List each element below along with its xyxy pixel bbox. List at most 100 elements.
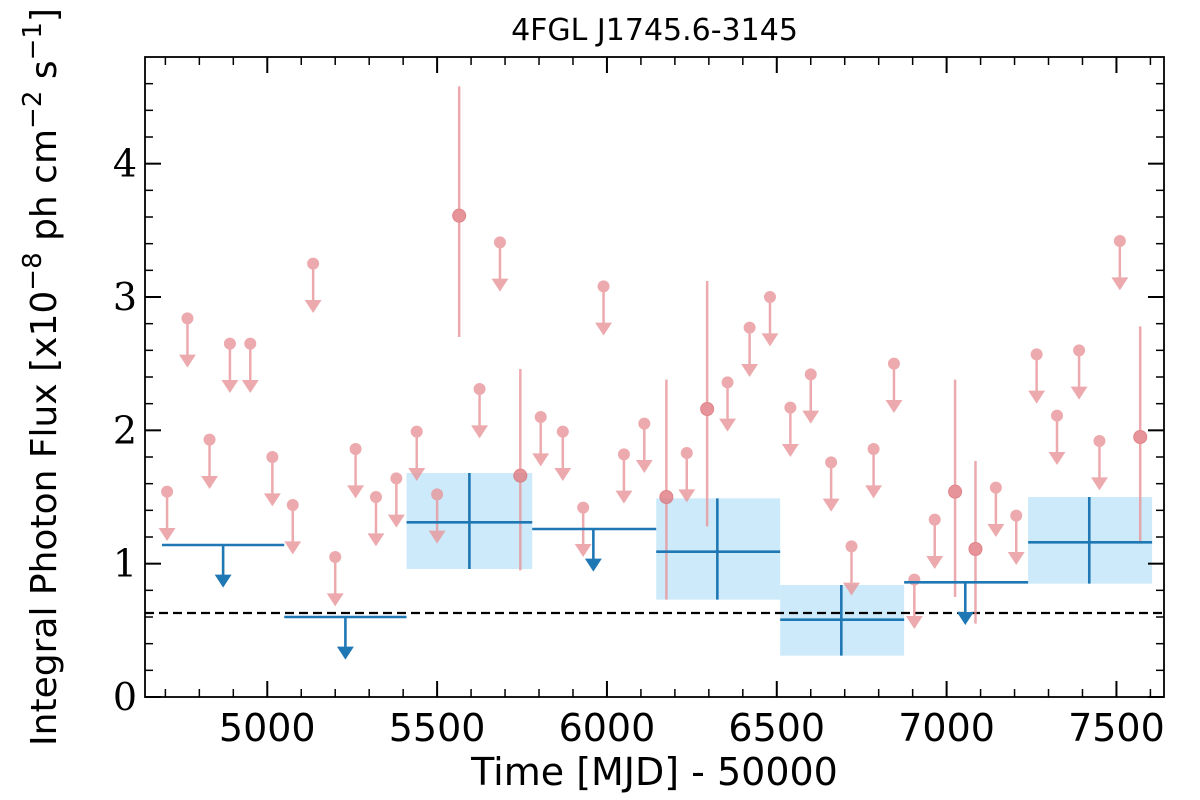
short-upper-limit-arrow-39-head bbox=[1091, 477, 1108, 491]
x-tick-label-2: 6000 bbox=[559, 706, 656, 750]
short-upper-limit-13 bbox=[428, 488, 446, 544]
short-upper-limit-1 bbox=[179, 312, 196, 368]
short-upper-limit-9 bbox=[347, 443, 365, 499]
short-upper-limit-point-5 bbox=[266, 451, 279, 463]
short-detection-point-5 bbox=[968, 542, 983, 556]
short-upper-limit-point-12 bbox=[410, 425, 423, 438]
short-upper-limit-point-11 bbox=[390, 472, 403, 485]
short-detection-point-0 bbox=[452, 208, 467, 223]
short-upper-limit-arrow-5-head bbox=[263, 493, 281, 507]
plot-frame bbox=[144, 56, 1165, 698]
y-axis-label-exp-3: −1 bbox=[18, 22, 48, 60]
short-upper-limit-18 bbox=[574, 501, 592, 557]
short-upper-limit-point-40 bbox=[1113, 235, 1126, 247]
short-upper-limit-40 bbox=[1111, 235, 1129, 291]
short-upper-limit-arrow-7-head bbox=[304, 300, 322, 313]
short-upper-limit-point-19 bbox=[597, 280, 610, 293]
x-tick-label-3: 6500 bbox=[728, 706, 825, 750]
short-upper-limit-2 bbox=[201, 433, 218, 489]
short-upper-limit-point-17 bbox=[556, 425, 569, 438]
short-upper-limit-23 bbox=[719, 376, 736, 432]
short-upper-limit-point-24 bbox=[743, 321, 756, 334]
short-upper-limit-arrow-35-head bbox=[1007, 552, 1025, 565]
y-tick-label-0: 0 bbox=[113, 675, 137, 719]
short-upper-limit-point-13 bbox=[431, 488, 444, 501]
short-upper-limit-point-9 bbox=[349, 443, 362, 455]
x-tick-label-0: 5000 bbox=[219, 706, 316, 750]
y-axis-label-exp-2: −2 bbox=[18, 91, 48, 129]
short-upper-limit-arrow-20-head bbox=[615, 490, 633, 504]
short-upper-limit-22 bbox=[678, 447, 696, 503]
short-upper-limit-point-23 bbox=[721, 376, 734, 389]
short-detection-0 bbox=[452, 86, 467, 337]
short-detection-2 bbox=[659, 379, 674, 600]
short-upper-limit-point-8 bbox=[329, 551, 342, 563]
short-detection-point-2 bbox=[659, 490, 674, 504]
short-upper-limit-arrow-21-head bbox=[635, 460, 653, 473]
short-upper-limit-21 bbox=[635, 417, 653, 473]
short-upper-limit-37 bbox=[1048, 409, 1066, 465]
short-detection-point-3 bbox=[700, 402, 715, 416]
short-upper-limit-arrow-36-head bbox=[1028, 390, 1046, 404]
short-upper-limit-point-37 bbox=[1051, 409, 1064, 422]
short-upper-limit-point-2 bbox=[203, 433, 216, 446]
short-upper-limit-16 bbox=[532, 411, 550, 467]
short-upper-limit-30 bbox=[865, 443, 883, 499]
short-upper-limit-19 bbox=[595, 280, 612, 336]
long-upper-limit-arrow-1-head bbox=[336, 646, 354, 660]
short-upper-limit-0 bbox=[158, 485, 176, 541]
short-detection-4 bbox=[948, 379, 963, 597]
short-upper-limit-point-33 bbox=[928, 513, 941, 526]
short-upper-limit-point-25 bbox=[763, 291, 776, 303]
short-upper-limit-arrow-15-head bbox=[491, 278, 509, 292]
short-upper-limit-arrow-23-head bbox=[719, 418, 736, 432]
short-upper-limit-point-38 bbox=[1073, 344, 1086, 357]
short-upper-limit-arrow-13-head bbox=[428, 530, 446, 544]
short-upper-limit-10 bbox=[367, 491, 385, 547]
short-upper-limit-arrow-29-head bbox=[843, 582, 860, 596]
short-upper-limit-33 bbox=[926, 513, 944, 569]
short-upper-limit-arrow-16-head bbox=[532, 453, 550, 467]
short-upper-limit-arrow-4-head bbox=[241, 380, 259, 393]
short-upper-limit-point-32 bbox=[908, 573, 921, 586]
short-upper-limit-point-22 bbox=[680, 447, 693, 459]
short-detection-point-4 bbox=[948, 484, 963, 499]
short-upper-limit-arrow-40-head bbox=[1111, 277, 1129, 291]
short-upper-limit-arrow-33-head bbox=[926, 556, 944, 569]
x-tick-label-1: 5500 bbox=[389, 706, 486, 750]
short-upper-limit-arrow-31-head bbox=[885, 400, 903, 413]
short-upper-limit-arrow-22-head bbox=[678, 489, 696, 503]
short-upper-limit-point-10 bbox=[369, 491, 382, 503]
short-upper-limit-arrow-32-head bbox=[905, 616, 923, 629]
long-upper-limit-arrow-0-head bbox=[214, 574, 232, 588]
short-upper-limit-arrow-18-head bbox=[574, 544, 592, 557]
short-detection-5 bbox=[968, 461, 983, 624]
short-upper-limit-point-35 bbox=[1010, 509, 1023, 522]
short-upper-limit-arrow-38-head bbox=[1070, 386, 1088, 400]
short-upper-limit-arrow-0-head bbox=[158, 528, 176, 541]
short-upper-limit-26 bbox=[781, 401, 799, 457]
x-tick-label-4: 7000 bbox=[898, 706, 995, 750]
short-upper-limit-point-28 bbox=[825, 456, 838, 469]
short-upper-limit-arrow-37-head bbox=[1048, 452, 1066, 465]
axis-tick-labels: 5000 5500 6000 6500 7000 7500 0 1 2 3 4 bbox=[113, 142, 1165, 750]
short-upper-limit-arrow-9-head bbox=[347, 485, 365, 499]
short-upper-limit-14 bbox=[471, 383, 489, 439]
axis-ticks bbox=[145, 57, 1164, 698]
short-upper-limit-29 bbox=[843, 540, 860, 596]
y-tick-label-2: 2 bbox=[113, 408, 137, 452]
y-tick-label-1: 1 bbox=[113, 542, 137, 586]
short-upper-limit-arrow-25-head bbox=[761, 333, 779, 347]
short-upper-limit-25 bbox=[761, 291, 779, 347]
short-upper-limit-arrow-19-head bbox=[595, 322, 612, 336]
y-tick-label-4: 4 bbox=[113, 142, 137, 186]
short-bin-markers bbox=[158, 86, 1148, 629]
short-upper-limit-24 bbox=[741, 321, 759, 377]
short-upper-limit-point-15 bbox=[493, 236, 506, 249]
short-upper-limit-point-30 bbox=[867, 443, 880, 455]
short-upper-limit-point-18 bbox=[577, 501, 590, 514]
short-upper-limit-4 bbox=[241, 337, 259, 393]
short-upper-limit-arrow-8-head bbox=[326, 593, 344, 607]
short-upper-limit-arrow-30-head bbox=[865, 485, 883, 499]
